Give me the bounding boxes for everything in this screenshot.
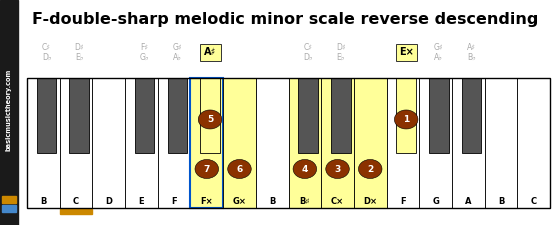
Text: G: G [432,196,439,205]
Bar [517,78,550,208]
Ellipse shape [195,160,219,178]
Ellipse shape [293,160,316,178]
Bar [223,78,256,208]
Bar [289,78,321,208]
Text: basicmusictheory.com: basicmusictheory.com [6,69,12,151]
Text: F×: F× [200,196,213,205]
Text: G×: G× [233,196,246,205]
Bar [429,78,448,153]
Bar [298,78,318,153]
Text: D♭: D♭ [304,52,313,61]
Text: C: C [73,196,79,205]
Bar [419,78,452,208]
Bar [190,78,223,208]
Text: 7: 7 [204,164,210,173]
Text: A♯: A♯ [204,47,216,57]
Ellipse shape [198,110,222,129]
Text: G♭: G♭ [140,52,149,61]
FancyBboxPatch shape [396,43,417,61]
Bar [452,78,485,208]
Text: 5: 5 [207,115,213,124]
Bar [158,78,190,208]
Text: B: B [269,196,275,205]
Text: D♯: D♯ [336,43,346,52]
Text: G♯: G♯ [173,43,182,52]
Text: C: C [531,196,537,205]
Ellipse shape [326,160,349,178]
Bar [0,0,18,225]
Text: A: A [465,196,472,205]
Text: C♯: C♯ [304,43,312,52]
Bar [27,78,60,208]
Bar [37,78,57,153]
Ellipse shape [395,110,418,129]
Text: D♭: D♭ [42,52,52,61]
Text: E♭: E♭ [337,52,345,61]
Bar [354,78,387,208]
Text: B♯: B♯ [300,196,310,205]
Text: B: B [40,196,47,205]
Ellipse shape [359,160,382,178]
Bar [256,78,289,208]
Bar [2,205,16,212]
Text: F: F [400,196,406,205]
Ellipse shape [228,160,251,178]
Text: G♯: G♯ [434,43,443,52]
Text: 1: 1 [403,115,409,124]
Bar [396,78,416,153]
Text: A♭: A♭ [173,52,182,61]
Bar [331,78,351,153]
Text: 2: 2 [367,164,374,173]
Bar [125,78,158,208]
Text: E♭: E♭ [75,52,83,61]
Text: D×: D× [363,196,377,205]
Bar [462,78,481,153]
Bar [2,196,16,203]
Bar [321,78,354,208]
Text: F♯: F♯ [140,43,149,52]
Text: A♭: A♭ [435,52,443,61]
Bar [69,78,89,153]
Bar [92,78,125,208]
Text: D♯: D♯ [74,43,84,52]
Text: B: B [498,196,504,205]
Text: F-double-sharp melodic minor scale reverse descending: F-double-sharp melodic minor scale rever… [32,12,538,27]
Text: C×: C× [331,196,344,205]
Text: 3: 3 [335,164,341,173]
FancyBboxPatch shape [200,43,220,61]
Bar [27,78,550,208]
Bar [387,78,419,208]
Text: D: D [105,196,112,205]
Text: A♯: A♯ [467,43,476,52]
Text: E×: E× [399,47,413,57]
Bar [135,78,154,153]
Text: C♯: C♯ [42,43,51,52]
Bar [60,78,92,208]
Bar [60,209,92,214]
Bar [200,78,220,153]
Bar [485,78,517,208]
Text: E: E [139,196,144,205]
Text: F: F [171,196,177,205]
Text: 4: 4 [302,164,308,173]
Bar [168,78,187,153]
Text: 6: 6 [236,164,243,173]
Text: B♭: B♭ [467,52,476,61]
